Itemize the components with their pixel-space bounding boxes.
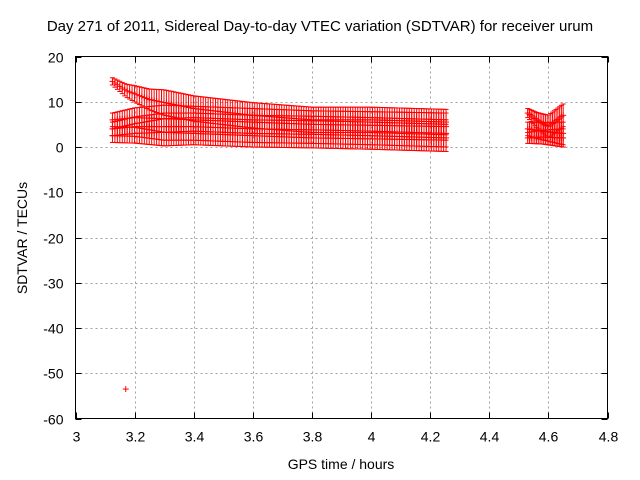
- data-layer: [109, 77, 567, 393]
- y-axis-label: SDTVAR / TECUs: [14, 181, 30, 295]
- y-tick-label: 20: [48, 50, 64, 66]
- x-tick-label: 4.2: [421, 429, 441, 445]
- y-tick-label: 0: [56, 140, 64, 156]
- series-7: [524, 128, 567, 148]
- x-tick-label: 4.8: [599, 429, 619, 445]
- y-tick-label: -10: [43, 185, 63, 201]
- x-tick-label: 3: [73, 429, 81, 445]
- y-tick-label: 10: [48, 95, 64, 111]
- y-tick-label: -50: [43, 366, 63, 382]
- y-tick-label: -60: [43, 412, 63, 428]
- series-4: [109, 117, 450, 152]
- axes: 3 3.2 3.4 3.6 3.8 4 4.2 4.4 4.6 4.8 20 10 0 -10 -20 -30…: [43, 50, 618, 445]
- outlier-point: [122, 386, 129, 393]
- x-tick-label: 3.4: [185, 429, 205, 445]
- y-tick-label: -30: [43, 276, 63, 292]
- x-tick-label: 4: [368, 429, 376, 445]
- chart-title: Day 271 of 2011, Sidereal Day-to-day VTE…: [46, 18, 594, 35]
- x-tick-label: 3.8: [303, 429, 323, 445]
- plot-frame: [75, 56, 608, 419]
- x-tick-label: 3.6: [244, 429, 264, 445]
- y-tick-label: -40: [43, 321, 63, 337]
- x-tick-label: 4.4: [480, 429, 500, 445]
- x-tick-label: 3.2: [126, 429, 146, 445]
- grid: [75, 56, 608, 419]
- y-tick-label: -20: [43, 231, 63, 247]
- x-axis-label: GPS time / hours: [287, 456, 395, 472]
- x-tick-label: 4.6: [539, 429, 559, 445]
